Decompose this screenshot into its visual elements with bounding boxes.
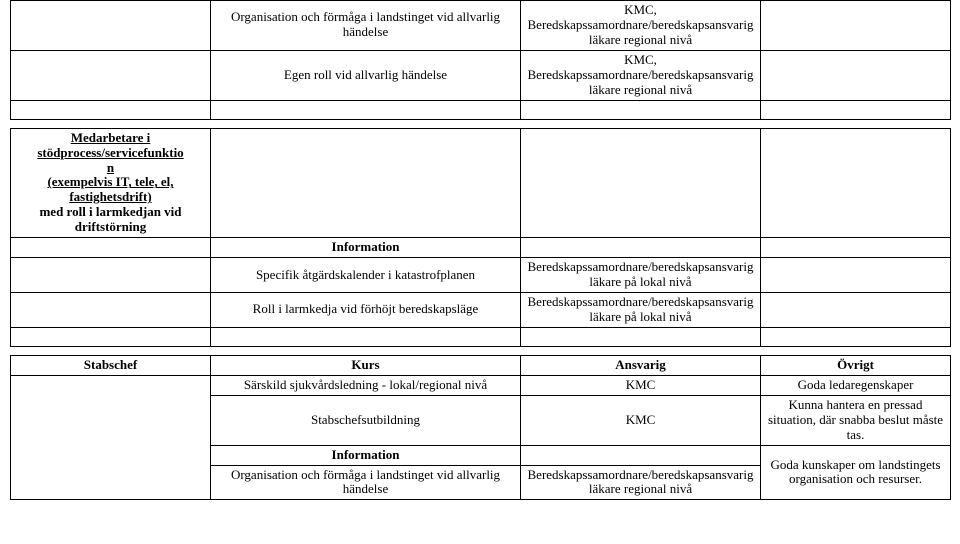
table-row [11,327,951,346]
cell [211,327,521,346]
table-row: Särskild sjukvårdsledning - lokal/region… [11,375,951,395]
heading-line: driftstörning [75,219,147,234]
cell: KMC, Beredskapssamordnare/beredskapsansv… [521,1,761,51]
cell: Roll i larmkedja vid förhöjt beredskapsl… [211,293,521,328]
cell: KMC, Beredskapssamordnare/beredskapsansv… [521,50,761,100]
column-header: Stabschef [11,355,211,375]
cell: Organisation och förmåga i landstinget v… [211,465,521,500]
table-row: Roll i larmkedja vid förhöjt beredskapsl… [11,293,951,328]
column-header: Ansvarig [521,355,761,375]
cell: Beredskapssamordnare/beredskapsansvarig … [521,293,761,328]
cell [761,327,951,346]
column-header: Kurs [211,355,521,375]
table-row: Information [11,238,951,258]
table-row: Specifik åtgärdskalender i katastrofplan… [11,258,951,293]
information-label: Information [211,238,521,258]
cell: Särskild sjukvårdsledning - lokal/region… [211,375,521,395]
cell: KMC [521,395,761,445]
cell: Beredskapssamordnare/beredskapsansvarig … [521,258,761,293]
cell: Organisation och förmåga i landstinget v… [211,1,521,51]
table-row: Medarbetare i stödprocess/servicefunktio… [11,128,951,238]
cell: Kunna hantera en pressad situation, där … [761,395,951,445]
cell [11,327,211,346]
cell [761,258,951,293]
cell [11,293,211,328]
cell [761,1,951,51]
table-row: Organisation och förmåga i landstinget v… [11,1,951,51]
cell [521,100,761,119]
heading-line: med roll i larmkedjan vid [39,204,181,219]
section-heading-cell: Medarbetare i stödprocess/servicefunktio… [11,128,211,238]
cell [521,128,761,238]
column-header: Övrigt [761,355,951,375]
cell [211,128,521,238]
cell: Goda kunskaper om landstingets organisat… [761,445,951,500]
heading-line: (exempelvis IT, tele, el, [47,174,173,189]
cell [521,445,761,465]
table-row: Egen roll vid allvarlig händelse KMC, Be… [11,50,951,100]
cell: Beredskapssamordnare/beredskapsansvarig … [521,465,761,500]
cell: Egen roll vid allvarlig händelse [211,50,521,100]
table-header-row: Stabschef Kurs Ansvarig Övrigt [11,355,951,375]
cell: Specifik åtgärdskalender i katastrofplan… [211,258,521,293]
cell [11,1,211,51]
table-2: Medarbetare i stödprocess/servicefunktio… [10,128,951,347]
heading-line: fastighetsdrift) [69,189,151,204]
cell [761,50,951,100]
table-row [11,100,951,119]
cell [761,128,951,238]
table-1: Organisation och förmåga i landstinget v… [10,0,951,120]
cell [11,375,211,500]
cell: Stabschefsutbildning [211,395,521,445]
cell [11,100,211,119]
cell [11,238,211,258]
heading-line: n [107,160,114,175]
heading-line: Medarbetare i [71,130,151,145]
cell [761,100,951,119]
information-label: Information [211,445,521,465]
cell [761,293,951,328]
cell [11,258,211,293]
cell [761,238,951,258]
cell [11,50,211,100]
cell: Goda ledaregenskaper [761,375,951,395]
cell [211,100,521,119]
cell [521,327,761,346]
table-3: Stabschef Kurs Ansvarig Övrigt Särskild … [10,355,951,501]
cell: KMC [521,375,761,395]
heading-line: stödprocess/servicefunktio [37,145,183,160]
cell [521,238,761,258]
